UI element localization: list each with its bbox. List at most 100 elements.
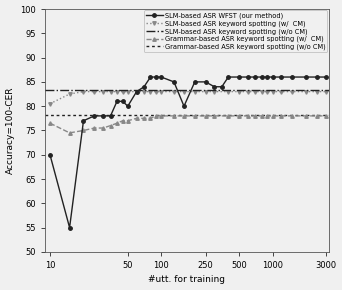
SLM-based ASR keyword spotting (w/  CM) <box>271 90 275 93</box>
SLM-based ASR keyword spotting (w/  CM) <box>265 90 269 93</box>
Grammar-based ASR keyword spotting (w/  CM) <box>159 114 163 118</box>
SLM-based ASR WFST (our method) <box>220 85 224 88</box>
Grammar-based ASR keyword spotting (w/  CM) <box>226 114 230 118</box>
SLM-based ASR WFST (our method) <box>148 75 153 79</box>
SLM-based ASR WFST (our method) <box>324 75 328 79</box>
Grammar-based ASR keyword spotting (w/  CM) <box>290 114 294 118</box>
SLM-based ASR WFST (our method) <box>48 153 52 157</box>
SLM-based ASR WFST (our method) <box>154 75 158 79</box>
SLM-based ASR keyword spotting (w/  CM) <box>324 90 328 93</box>
SLM-based ASR keyword spotting (w/  CM) <box>182 90 186 93</box>
Grammar-based ASR keyword spotting (w/  CM) <box>148 117 153 120</box>
Grammar-based ASR keyword spotting (w/  CM) <box>142 117 146 120</box>
SLM-based ASR WFST (our method) <box>101 114 105 118</box>
SLM-based ASR keyword spotting (w/  CM) <box>315 90 319 93</box>
Grammar-based ASR keyword spotting (w/  CM) <box>172 114 176 118</box>
Grammar-based ASR keyword spotting (w/  CM) <box>304 114 308 118</box>
SLM-based ASR WFST (our method) <box>246 75 250 79</box>
Grammar-based ASR keyword spotting (w/  CM) <box>134 117 139 120</box>
SLM-based ASR keyword spotting (w/  CM) <box>142 90 146 93</box>
SLM-based ASR keyword spotting (w/  CM) <box>193 90 197 93</box>
SLM-based ASR keyword spotting (w/  CM) <box>226 90 230 93</box>
SLM-based ASR WFST (our method) <box>121 99 125 103</box>
SLM-based ASR keyword spotting (w/  CM) <box>279 90 284 93</box>
SLM-based ASR keyword spotting (w/  CM) <box>48 102 52 106</box>
Grammar-based ASR keyword spotting (w/  CM) <box>101 126 105 130</box>
SLM-based ASR keyword spotting (w/  CM) <box>172 90 176 93</box>
SLM-based ASR WFST (our method) <box>304 75 308 79</box>
Grammar-based ASR keyword spotting (w/  CM) <box>203 114 208 118</box>
SLM-based ASR WFST (our method) <box>271 75 275 79</box>
SLM-based ASR keyword spotting (w/  CM) <box>92 90 96 93</box>
SLM-based ASR keyword spotting (w/  CM) <box>253 90 258 93</box>
Line: Grammar-based ASR keyword spotting (w/  CM): Grammar-based ASR keyword spotting (w/ C… <box>48 114 327 135</box>
Grammar-based ASR keyword spotting (w/  CM) <box>67 131 71 135</box>
Grammar-based ASR keyword spotting (w/  CM) <box>92 126 96 130</box>
SLM-based ASR keyword spotting (w/  CM) <box>260 90 264 93</box>
SLM-based ASR WFST (our method) <box>142 85 146 88</box>
Line: SLM-based ASR WFST (our method): SLM-based ASR WFST (our method) <box>48 75 327 229</box>
SLM-based ASR keyword spotting (w/  CM) <box>101 90 105 93</box>
SLM-based ASR WFST (our method) <box>159 75 163 79</box>
SLM-based ASR WFST (our method) <box>226 75 230 79</box>
Grammar-based ASR keyword spotting (w/  CM) <box>115 122 119 125</box>
SLM-based ASR keyword spotting (w/  CM) <box>154 90 158 93</box>
SLM-based ASR keyword spotting (w/  CM) <box>81 90 86 93</box>
SLM-based ASR keyword spotting (w/  CM) <box>246 90 250 93</box>
Grammar-based ASR keyword spotting (w/  CM) <box>253 114 258 118</box>
SLM-based ASR keyword spotting (w/  CM) <box>148 90 153 93</box>
Grammar-based ASR keyword spotting (w/  CM) <box>279 114 284 118</box>
SLM-based ASR WFST (our method) <box>92 114 96 118</box>
SLM-based ASR keyword spotting (w/  CM) <box>126 90 130 93</box>
Grammar-based ASR keyword spotting (w/  CM) <box>193 114 197 118</box>
SLM-based ASR WFST (our method) <box>67 226 71 229</box>
SLM-based ASR WFST (our method) <box>265 75 269 79</box>
SLM-based ASR WFST (our method) <box>134 90 139 93</box>
SLM-based ASR WFST (our method) <box>260 75 264 79</box>
SLM-based ASR WFST (our method) <box>126 104 130 108</box>
SLM-based ASR WFST (our method) <box>212 85 216 88</box>
SLM-based ASR WFST (our method) <box>172 80 176 84</box>
Grammar-based ASR keyword spotting (w/  CM) <box>260 114 264 118</box>
SLM-based ASR keyword spotting (w/  CM) <box>159 90 163 93</box>
Line: SLM-based ASR keyword spotting (w/  CM): SLM-based ASR keyword spotting (w/ CM) <box>48 90 327 106</box>
SLM-based ASR WFST (our method) <box>115 99 119 103</box>
Grammar-based ASR keyword spotting (w/  CM) <box>126 119 130 122</box>
SLM-based ASR keyword spotting (w/  CM) <box>108 90 113 93</box>
SLM-based ASR keyword spotting (w/  CM) <box>134 90 139 93</box>
SLM-based ASR keyword spotting (w/  CM) <box>121 90 125 93</box>
SLM-based ASR WFST (our method) <box>290 75 294 79</box>
SLM-based ASR keyword spotting (w/  CM) <box>203 90 208 93</box>
Grammar-based ASR keyword spotting (w/  CM) <box>182 114 186 118</box>
Grammar-based ASR keyword spotting (w/  CM) <box>246 114 250 118</box>
Grammar-based ASR keyword spotting (w/  CM) <box>108 124 113 127</box>
SLM-based ASR WFST (our method) <box>81 119 86 122</box>
Grammar-based ASR keyword spotting (w/  CM) <box>315 114 319 118</box>
Grammar-based ASR keyword spotting (w/  CM) <box>81 129 86 132</box>
SLM-based ASR keyword spotting (w/  CM) <box>304 90 308 93</box>
SLM-based ASR WFST (our method) <box>237 75 241 79</box>
Grammar-based ASR keyword spotting (w/  CM) <box>237 114 241 118</box>
SLM-based ASR WFST (our method) <box>315 75 319 79</box>
Grammar-based ASR keyword spotting (w/  CM) <box>121 119 125 122</box>
SLM-based ASR keyword spotting (w/  CM) <box>67 92 71 96</box>
SLM-based ASR WFST (our method) <box>182 104 186 108</box>
Grammar-based ASR keyword spotting (w/  CM) <box>154 114 158 118</box>
Grammar-based ASR keyword spotting (w/  CM) <box>324 114 328 118</box>
Grammar-based ASR keyword spotting (w/  CM) <box>265 114 269 118</box>
SLM-based ASR keyword spotting (w/  CM) <box>237 90 241 93</box>
Grammar-based ASR keyword spotting (w/  CM) <box>48 122 52 125</box>
SLM-based ASR WFST (our method) <box>253 75 258 79</box>
Grammar-based ASR keyword spotting (w/  CM) <box>271 114 275 118</box>
SLM-based ASR WFST (our method) <box>193 80 197 84</box>
SLM-based ASR keyword spotting (w/  CM) <box>290 90 294 93</box>
SLM-based ASR WFST (our method) <box>203 80 208 84</box>
SLM-based ASR WFST (our method) <box>108 114 113 118</box>
Grammar-based ASR keyword spotting (w/  CM) <box>212 114 216 118</box>
SLM-based ASR keyword spotting (w/  CM) <box>212 90 216 93</box>
SLM-based ASR keyword spotting (w/  CM) <box>115 90 119 93</box>
Y-axis label: Accuracy=100-CER: Accuracy=100-CER <box>5 87 15 174</box>
SLM-based ASR WFST (our method) <box>279 75 284 79</box>
X-axis label: #utt. for training: #utt. for training <box>148 276 225 284</box>
Legend: SLM-based ASR WFST (our method), SLM-based ASR keyword spotting (w/  CM), SLM-ba: SLM-based ASR WFST (our method), SLM-bas… <box>144 10 327 52</box>
